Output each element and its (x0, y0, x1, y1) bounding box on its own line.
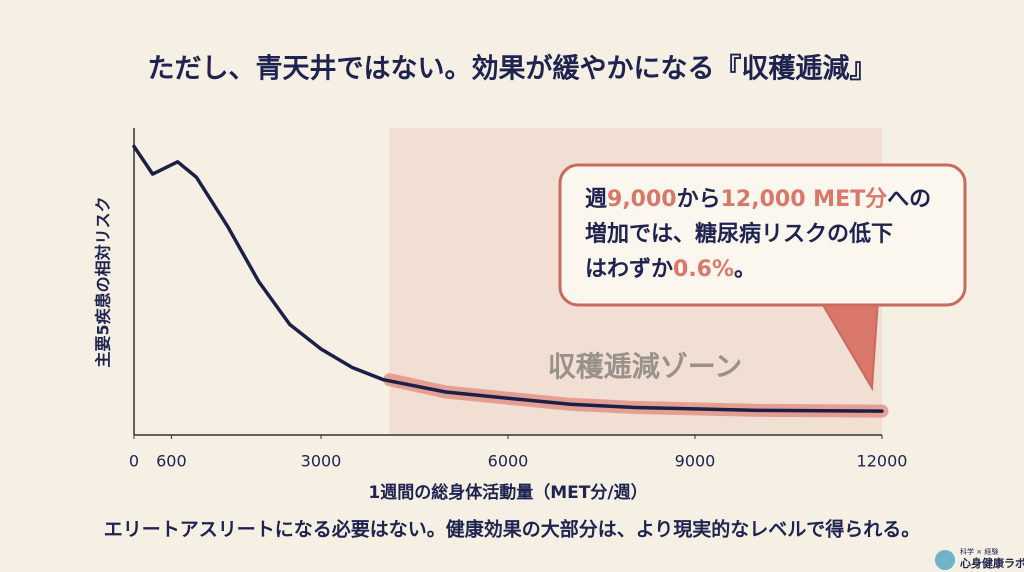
footer: エリートアスリートになる必要はない。健康効果の大部分は、より現実的なレベルで得ら… (104, 518, 921, 541)
callout-segment: 9,000 (607, 187, 677, 212)
callout-segment: 。 (734, 257, 756, 282)
x-tick-label: 600 (156, 452, 187, 471)
zone-label: 収穫逓減ゾーン (548, 350, 743, 383)
logo-icon (935, 550, 955, 570)
x-tick-label: 3000 (301, 452, 342, 471)
callout-segment: 12,000 MET分 (721, 187, 887, 212)
callout-box (558, 163, 967, 307)
callout: 週9,000から12,000 MET分への増加では、糖尿病リスクの低下はわずか0… (558, 163, 967, 392)
x-tick-label: 0 (129, 452, 139, 471)
x-axis-label: 1週間の総身体活動量（MET分/週） (368, 482, 647, 503)
logo: 科学 × 経験 心身健康ラボ (935, 547, 1024, 570)
chart-title: ただし、青天井ではない。効果が緩やかになる『収穫逓減』 (148, 53, 877, 85)
x-tick-label: 9000 (675, 452, 716, 471)
logo-tagline: 科学 × 経験 (960, 547, 998, 556)
x-tick-label: 6000 (488, 452, 529, 471)
logo-name: 心身健康ラボ (960, 556, 1024, 570)
callout-segment: はわずか (585, 257, 673, 282)
callout-segment: 週 (585, 187, 607, 212)
callout-segment: 0.6% (673, 257, 734, 282)
y-axis-label: 主要5疾患の相対リスク (94, 196, 113, 367)
x-tick-label: 12000 (857, 452, 908, 471)
callout-segment: から (677, 187, 721, 212)
risk-curve (132, 144, 884, 413)
callout-text: 週9,000から12,000 MET分への増加では、糖尿病リスクの低下はわずか0… (585, 187, 931, 282)
callout-segment: 増加では、糖尿病リスクの低下 (585, 221, 893, 247)
callout-segment: への (887, 187, 931, 212)
